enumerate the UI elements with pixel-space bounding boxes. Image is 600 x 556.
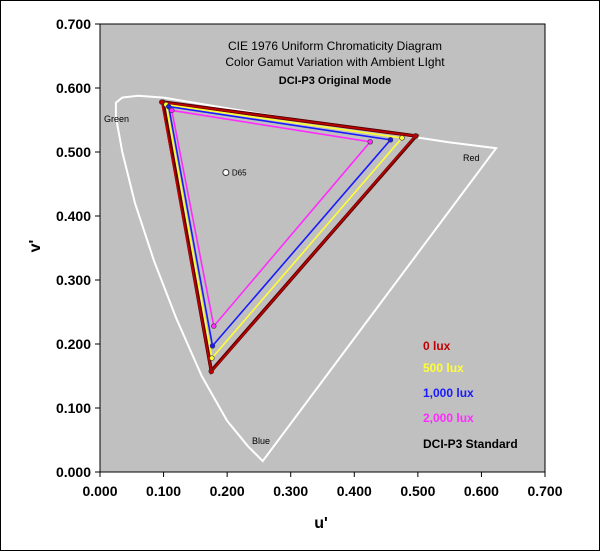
y-tick-label: 0.600 (56, 80, 91, 96)
legend-entry-dci-p3-standard: DCI-P3 Standard (423, 437, 518, 451)
gamut-vertex-3-0 (211, 323, 217, 329)
chart-title-line-2: Color Gamut Variation with Ambient LIght (225, 55, 445, 69)
gamut-triangle-3 (170, 109, 372, 328)
gamut-triangle-1 (165, 103, 404, 360)
gamut-vertex-2-0 (209, 343, 216, 349)
y-tick-label: 0.500 (56, 144, 91, 160)
locus-label-green: Green (104, 114, 129, 124)
gamut-vertex-3-2 (367, 139, 373, 145)
gamut-vertex-0-0 (208, 368, 215, 375)
gamut-vertex-1-2 (399, 135, 405, 141)
series-layer (159, 99, 420, 375)
chart-title-line-1: CIE 1976 Uniform Chromaticity Diagram (228, 39, 442, 53)
y-tick-label: 0.100 (56, 400, 91, 416)
legend-entry-0-lux: 0 lux (423, 339, 451, 353)
y-tick-label: 0.000 (56, 464, 91, 480)
axis-layer: 0.000 0.100 0.200 0.300 0.400 0.500 0.600 0.700… (56, 16, 563, 499)
x-tick-label: 0.100 (146, 483, 181, 499)
gamut-vertex-3-1 (169, 107, 175, 114)
white-point-label: D65 (232, 168, 247, 177)
white-point-marker (222, 168, 230, 176)
y-tick-label: 0.200 (56, 336, 91, 352)
plot-area (99, 23, 546, 473)
chart-subtitle: DCI-P3 Original Mode (279, 75, 391, 87)
gamut-vertex-0-2 (412, 133, 418, 139)
gamut-vertex-1-0 (209, 355, 215, 361)
gamut-triangle-2 (167, 105, 393, 348)
x-tick-label: 0.500 (400, 483, 435, 499)
gamut-vertex-2-2 (387, 137, 394, 143)
y-axis-label: v' (27, 240, 44, 253)
y-tick-label: 0.400 (56, 208, 91, 224)
legend-entry-500-lux: 500 lux (423, 361, 464, 375)
x-axis-label: u' (314, 515, 328, 532)
x-tick-label: 0.000 (82, 483, 117, 499)
gamut-vertex-0-1 (159, 99, 165, 105)
gamut-triangle-0 (160, 101, 417, 374)
x-tick-label: 0.600 (464, 483, 499, 499)
locus-label-blue: Blue (252, 436, 270, 446)
gamut-vertex-2-1 (166, 103, 172, 110)
legend-entry-2000-lux: 2,000 lux (423, 411, 474, 425)
y-tick-label: 0.300 (56, 272, 91, 288)
y-tick-label: 0.700 (56, 16, 91, 32)
legend-entry-1000-lux: 1,000 lux (423, 386, 474, 400)
x-tick-label: 0.300 (273, 483, 308, 499)
x-tick-label: 0.700 (527, 483, 562, 499)
x-tick-label: 0.400 (337, 483, 372, 499)
x-tick-label: 0.200 (210, 483, 245, 499)
locus-label-red: Red (463, 153, 480, 163)
